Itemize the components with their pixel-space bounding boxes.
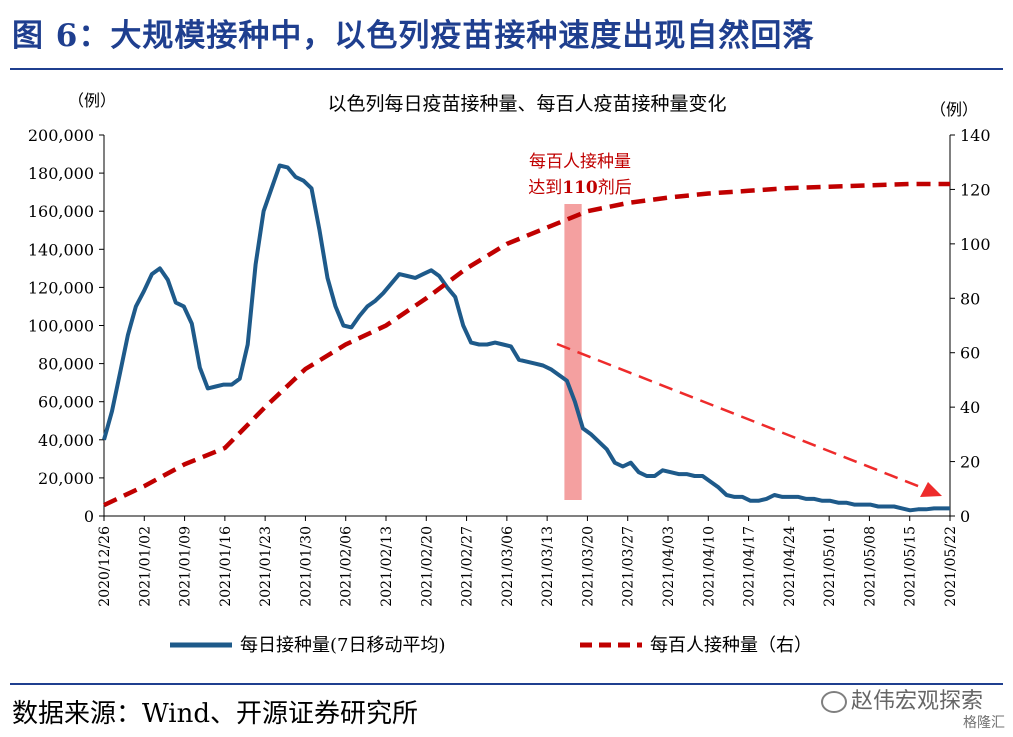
annotation-line2: 达到110剂后 xyxy=(528,178,632,198)
x-tick-label: 2020/12/26 xyxy=(97,526,113,607)
right-axis-unit: （例） xyxy=(930,100,978,119)
watermark-text: 赵伟宏观探索 xyxy=(850,689,983,714)
wechat-icon xyxy=(820,691,847,713)
trend-arrow-head xyxy=(920,482,942,497)
right-tick-label: 120 xyxy=(960,180,991,199)
source-note: 数据来源：Wind、开源证券研究所 xyxy=(12,699,418,729)
x-tick-label: 2021/03/20 xyxy=(580,526,596,607)
per-hundred-line xyxy=(103,181,950,508)
watermark-secondary: 格隆汇 xyxy=(963,715,1005,731)
x-tick-label: 2021/01/02 xyxy=(137,526,153,607)
left-tick-label: 140,000 xyxy=(28,240,94,259)
x-tick-label: 2021/04/24 xyxy=(782,526,798,607)
left-tick-label: 120,000 xyxy=(28,278,94,297)
x-tick-label: 2021/03/13 xyxy=(540,526,556,607)
right-tick-label: 20 xyxy=(960,453,980,472)
left-tick-label: 160,000 xyxy=(28,202,94,221)
left-tick-label: 100,000 xyxy=(28,317,94,336)
x-tick-label: 2021/05/08 xyxy=(862,526,878,607)
left-tick-label: 40,000 xyxy=(38,431,94,450)
trend-arrow-line xyxy=(556,342,929,492)
left-axis-unit: （例） xyxy=(68,91,116,110)
annotation-line1: 每百人接种量 xyxy=(529,152,631,172)
left-tick-label: 60,000 xyxy=(38,393,94,412)
x-tick-label: 2021/02/20 xyxy=(419,526,435,607)
x-tick-label: 2021/04/10 xyxy=(701,526,717,607)
title-rule xyxy=(10,68,1003,70)
x-tick-label: 2021/01/16 xyxy=(218,526,234,607)
figure-title: 图 6：大规模接种中，以色列疫苗接种速度出现自然回落 xyxy=(12,18,815,54)
left-tick-label: 180,000 xyxy=(28,164,94,183)
daily-vaccination-line xyxy=(102,163,950,513)
highlight-band xyxy=(564,204,582,500)
right-tick-label: 80 xyxy=(960,289,980,308)
x-tick-label: 2021/03/27 xyxy=(621,526,637,607)
x-tick-label: 2021/01/23 xyxy=(258,526,274,607)
right-tick-label: 0 xyxy=(960,507,970,526)
left-tick-label: 20,000 xyxy=(38,469,94,488)
left-tick-label: 200,000 xyxy=(28,126,94,145)
x-tick-label: 2021/04/17 xyxy=(742,526,758,607)
chart-area: 以色列每日疫苗接种量、每百人疫苗接种量变化 （例） （例） 0 20,000 40,000… xyxy=(28,91,991,656)
left-tick-label: 80,000 xyxy=(38,355,94,374)
x-tick-label: 2021/02/13 xyxy=(379,526,395,607)
x-tick-label: 2021/01/30 xyxy=(298,526,314,607)
x-tick-label: 2021/05/15 xyxy=(903,526,919,607)
right-tick-label: 100 xyxy=(960,235,991,254)
legend-per100-label: 每百人接种量（右） xyxy=(650,635,812,656)
x-tick-label: 2021/02/27 xyxy=(460,526,476,607)
source-rule xyxy=(10,683,1003,685)
right-tick-label: 140 xyxy=(960,126,991,145)
chart-title: 以色列每日疫苗接种量、每百人疫苗接种量变化 xyxy=(327,93,726,115)
x-tick-label: 2021/04/03 xyxy=(661,526,677,607)
x-tick-label: 2021/05/01 xyxy=(822,526,838,607)
x-tick-label: 2021/05/22 xyxy=(943,526,959,607)
x-tick-label: 2021/03/06 xyxy=(500,526,516,607)
right-tick-label: 60 xyxy=(960,344,980,363)
right-tick-label: 40 xyxy=(960,398,980,417)
x-tick-label: 2021/02/06 xyxy=(339,526,355,607)
left-tick-label: 0 xyxy=(84,507,94,526)
x-tick-label: 2021/01/09 xyxy=(178,526,194,607)
watermark: 赵伟宏观探索 xyxy=(820,683,983,715)
legend-daily-label: 每日接种量(7日移动平均) xyxy=(240,635,446,656)
